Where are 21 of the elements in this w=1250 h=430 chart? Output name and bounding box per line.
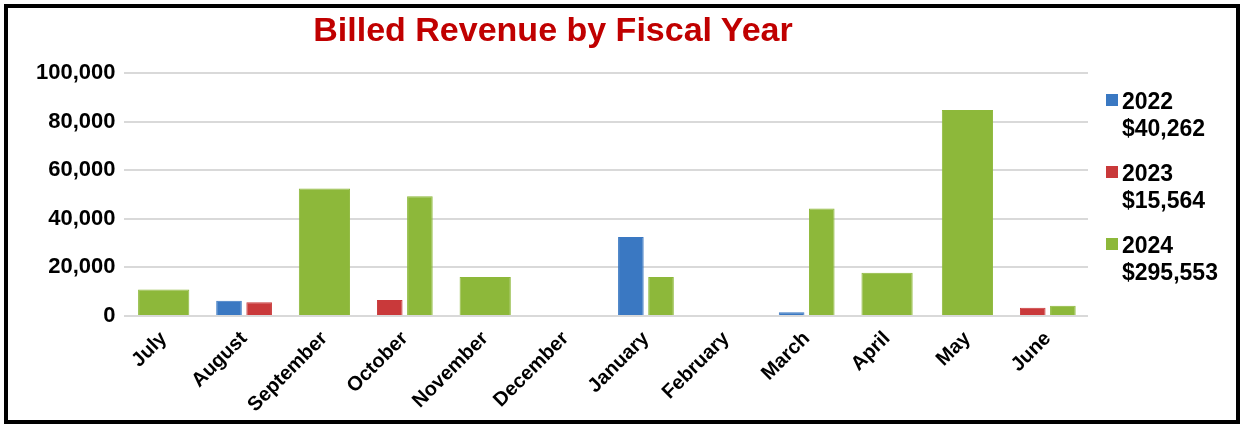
bar [618, 237, 644, 315]
y-tick-label: 100,000 [35, 59, 116, 85]
y-tick-label: 20,000 [48, 253, 116, 279]
bar [459, 277, 511, 315]
bar [298, 188, 351, 315]
chart-title: Billed Revenue by Fiscal Year [312, 10, 794, 49]
y-tick-label: 40,000 [48, 204, 116, 230]
y-tick-label: 80,000 [48, 107, 116, 133]
bar [1019, 307, 1046, 315]
x-tick-label: July [126, 325, 172, 371]
y-tick-label: 0 [103, 302, 116, 327]
bar [861, 272, 913, 315]
legend-label: 2022 $40,262 [1122, 88, 1207, 142]
bar [941, 110, 994, 315]
legend-label: 2023 $15,564 [1122, 160, 1207, 214]
bar [376, 299, 403, 315]
bar [216, 300, 242, 315]
legend-label: 2024 $295,553 [1122, 232, 1219, 286]
y-tick-label: 60,000 [48, 156, 116, 182]
x-tick-label: May [931, 325, 975, 370]
bar [138, 289, 190, 315]
